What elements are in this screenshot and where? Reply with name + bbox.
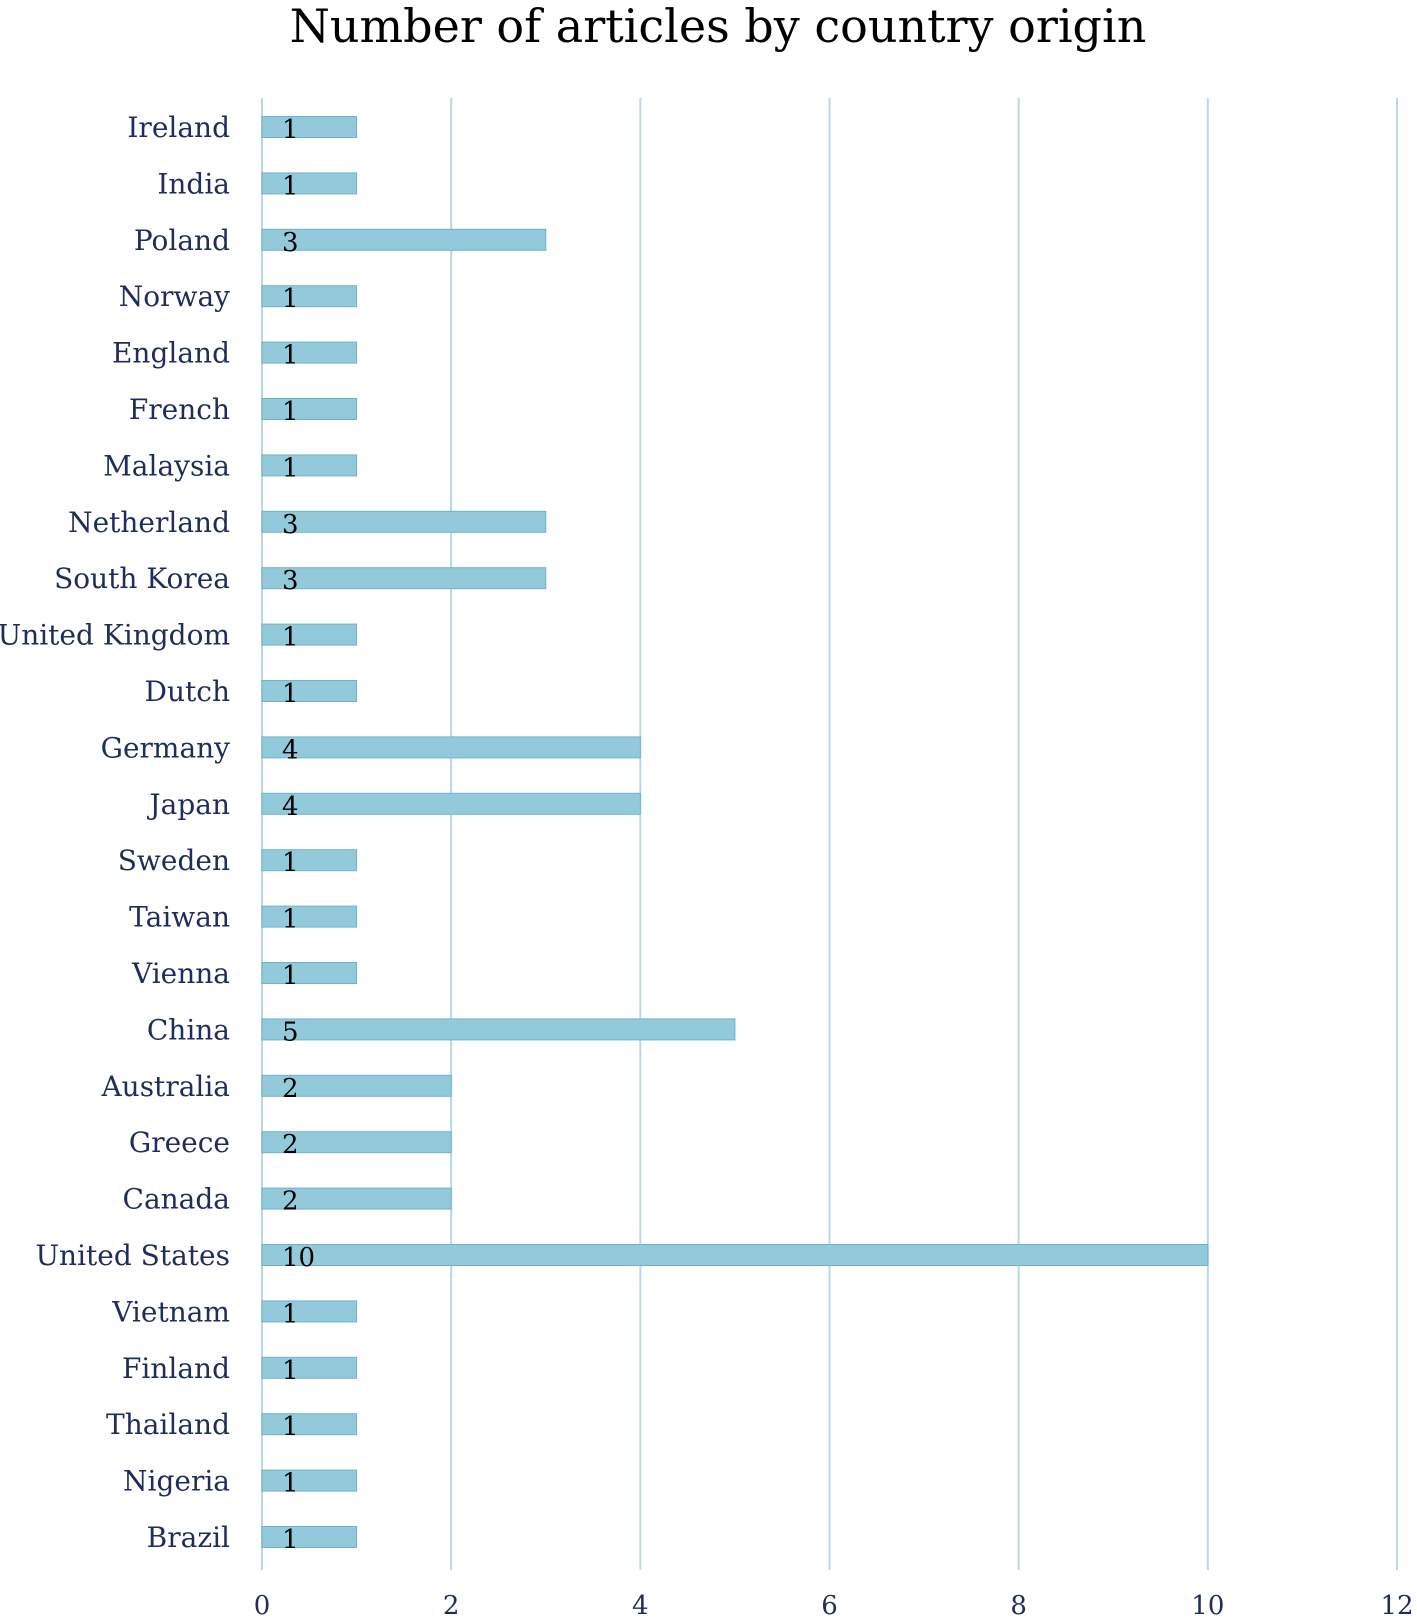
bar — [261, 1018, 736, 1041]
bar — [261, 623, 358, 646]
bar — [261, 1469, 358, 1492]
chart-title: Number of articles by country origin — [290, 0, 1147, 53]
category-label: Thailand — [106, 1408, 230, 1441]
bar — [261, 680, 358, 702]
category-label: Dutch — [145, 675, 230, 708]
bar — [261, 905, 358, 928]
bar — [261, 567, 547, 590]
data-label: 1 — [282, 341, 299, 371]
category-label: Canada — [123, 1183, 230, 1216]
data-label: 1 — [282, 1525, 299, 1555]
category-label: South Korea — [54, 562, 230, 595]
data-label: 1 — [282, 115, 299, 145]
bar — [261, 454, 358, 477]
bar — [261, 1187, 452, 1210]
x-tick-label: 0 — [254, 1591, 271, 1621]
data-label: 1 — [282, 848, 299, 878]
category-label: Netherland — [68, 506, 230, 539]
bar — [261, 792, 641, 815]
category-label: Nigeria — [123, 1465, 230, 1498]
bar — [261, 341, 358, 364]
data-label: 1 — [282, 623, 299, 653]
bar — [261, 228, 547, 251]
bar — [261, 1244, 1209, 1266]
data-label: 4 — [282, 792, 299, 822]
data-label: 3 — [282, 566, 299, 596]
category-labels: Ireland India Poland Norway England French Mal… — [0, 111, 230, 1554]
data-label: 1 — [282, 1299, 299, 1329]
category-label: Finland — [122, 1352, 230, 1385]
bar — [261, 116, 358, 138]
data-label: 1 — [282, 961, 299, 991]
bar — [261, 736, 641, 759]
x-tick-label: 10 — [1191, 1591, 1224, 1621]
category-label: Japan — [146, 788, 230, 821]
bar — [261, 1356, 358, 1379]
data-label: 1 — [282, 397, 299, 427]
category-label: United States — [35, 1239, 230, 1272]
data-label: 2 — [282, 1074, 299, 1104]
bar — [261, 398, 358, 420]
data-label: 2 — [282, 1130, 299, 1160]
data-label: 4 — [282, 735, 299, 765]
category-label: Vienna — [131, 957, 230, 990]
category-label: India — [157, 167, 230, 200]
data-label: 1 — [282, 1412, 299, 1442]
bar — [261, 1526, 358, 1548]
category-label: Germany — [101, 731, 231, 764]
bar — [261, 172, 358, 195]
x-tick-label: 4 — [632, 1591, 649, 1621]
data-label: 1 — [282, 1469, 299, 1499]
gridlines — [261, 98, 1398, 1570]
data-label: 1 — [282, 284, 299, 314]
category-label: China — [147, 1013, 230, 1046]
bar — [261, 510, 547, 533]
data-label: 5 — [282, 1017, 299, 1047]
category-label: Poland — [134, 224, 230, 257]
bar — [261, 285, 358, 308]
category-label: Ireland — [127, 111, 230, 144]
bar — [261, 1131, 452, 1154]
category-label: Australia — [100, 1070, 230, 1103]
data-label: 10 — [282, 1243, 315, 1273]
category-label: Greece — [129, 1126, 230, 1159]
data-label: 1 — [282, 171, 299, 201]
category-label: Sweden — [118, 844, 230, 877]
bar — [261, 1300, 358, 1323]
data-label: 1 — [282, 679, 299, 709]
data-label: 2 — [282, 1187, 299, 1217]
category-label: England — [112, 337, 230, 370]
category-label: Norway — [119, 280, 230, 313]
x-tick-label: 12 — [1380, 1591, 1413, 1621]
category-label: United Kingdom — [0, 619, 230, 652]
data-label: 1 — [282, 905, 299, 935]
category-label: French — [129, 393, 230, 426]
data-label: 3 — [282, 228, 299, 258]
category-label: Malaysia — [103, 449, 230, 482]
bar — [261, 962, 358, 984]
bar — [261, 849, 358, 872]
x-tick-label: 2 — [443, 1591, 460, 1621]
x-axis-tick-labels: 0 2 4 6 8 10 12 — [254, 1591, 1414, 1621]
data-label: 3 — [282, 510, 299, 540]
bar — [261, 1074, 452, 1097]
category-label: Vietnam — [111, 1295, 230, 1328]
data-label: 1 — [282, 1356, 299, 1386]
category-label: Brazil — [147, 1521, 230, 1554]
category-label: Taiwan — [129, 901, 230, 934]
data-labels: 1 1 3 1 1 1 1 3 3 1 1 4 4 1 1 1 5 2 2 2 10 1 1 1 1 1 — [282, 115, 315, 1555]
x-tick-label: 6 — [821, 1591, 838, 1621]
bars — [261, 116, 1209, 1548]
bar — [261, 1413, 358, 1436]
x-tick-label: 8 — [1010, 1591, 1027, 1621]
data-label: 1 — [282, 453, 299, 483]
